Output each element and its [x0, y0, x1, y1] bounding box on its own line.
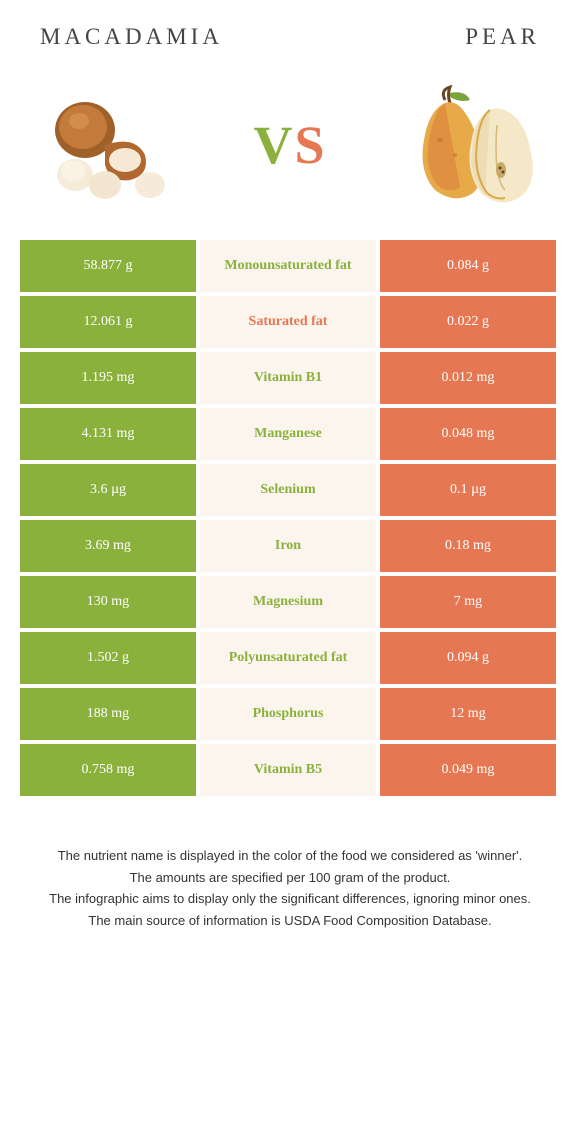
table-row: 1.195 mgVitamin B10.012 mg: [20, 352, 560, 404]
right-value: 0.049 mg: [380, 744, 556, 796]
left-value: 188 mg: [20, 688, 196, 740]
nutrient-name: Manganese: [200, 408, 376, 460]
left-food-title: Macadamia: [40, 24, 223, 50]
left-value: 4.131 mg: [20, 408, 196, 460]
footer-notes: The nutrient name is displayed in the co…: [0, 796, 580, 930]
left-value: 58.877 g: [20, 240, 196, 292]
vs-label: VS: [253, 114, 326, 176]
nutrient-name: Magnesium: [200, 576, 376, 628]
right-value: 0.1 µg: [380, 464, 556, 516]
table-row: 3.6 µgSelenium0.1 µg: [20, 464, 560, 516]
right-value: 12 mg: [380, 688, 556, 740]
right-value: 0.022 g: [380, 296, 556, 348]
table-row: 188 mgPhosphorus12 mg: [20, 688, 560, 740]
table-row: 0.758 mgVitamin B50.049 mg: [20, 744, 560, 796]
right-value: 0.048 mg: [380, 408, 556, 460]
table-row: 58.877 gMonounsaturated fat0.084 g: [20, 240, 560, 292]
nutrient-name: Monounsaturated fat: [200, 240, 376, 292]
right-value: 0.18 mg: [380, 520, 556, 572]
nutrient-name: Phosphorus: [200, 688, 376, 740]
table-row: 1.502 gPolyunsaturated fat0.094 g: [20, 632, 560, 684]
vs-s-letter: S: [294, 115, 326, 175]
macadamia-image: [30, 75, 190, 215]
footer-line: The main source of information is USDA F…: [30, 911, 550, 931]
images-row: VS: [0, 60, 580, 240]
footer-line: The amounts are specified per 100 gram o…: [30, 868, 550, 888]
left-value: 3.6 µg: [20, 464, 196, 516]
footer-line: The infographic aims to display only the…: [30, 889, 550, 909]
nutrient-name: Vitamin B5: [200, 744, 376, 796]
vs-v-letter: V: [253, 115, 294, 175]
table-row: 4.131 mgManganese0.048 mg: [20, 408, 560, 460]
right-value: 0.094 g: [380, 632, 556, 684]
pear-image: [390, 75, 550, 215]
left-value: 3.69 mg: [20, 520, 196, 572]
header: Macadamia Pear: [0, 0, 580, 60]
nutrient-name: Polyunsaturated fat: [200, 632, 376, 684]
nutrient-name: Iron: [200, 520, 376, 572]
comparison-table: 58.877 gMonounsaturated fat0.084 g12.061…: [20, 240, 560, 796]
footer-line: The nutrient name is displayed in the co…: [30, 846, 550, 866]
nutrient-name: Saturated fat: [200, 296, 376, 348]
right-value: 7 mg: [380, 576, 556, 628]
nutrient-name: Vitamin B1: [200, 352, 376, 404]
right-value: 0.084 g: [380, 240, 556, 292]
table-row: 3.69 mgIron0.18 mg: [20, 520, 560, 572]
left-value: 12.061 g: [20, 296, 196, 348]
left-value: 1.502 g: [20, 632, 196, 684]
right-food-title: Pear: [465, 24, 540, 50]
table-row: 130 mgMagnesium7 mg: [20, 576, 560, 628]
right-value: 0.012 mg: [380, 352, 556, 404]
left-value: 0.758 mg: [20, 744, 196, 796]
table-row: 12.061 gSaturated fat0.022 g: [20, 296, 560, 348]
left-value: 1.195 mg: [20, 352, 196, 404]
left-value: 130 mg: [20, 576, 196, 628]
nutrient-name: Selenium: [200, 464, 376, 516]
